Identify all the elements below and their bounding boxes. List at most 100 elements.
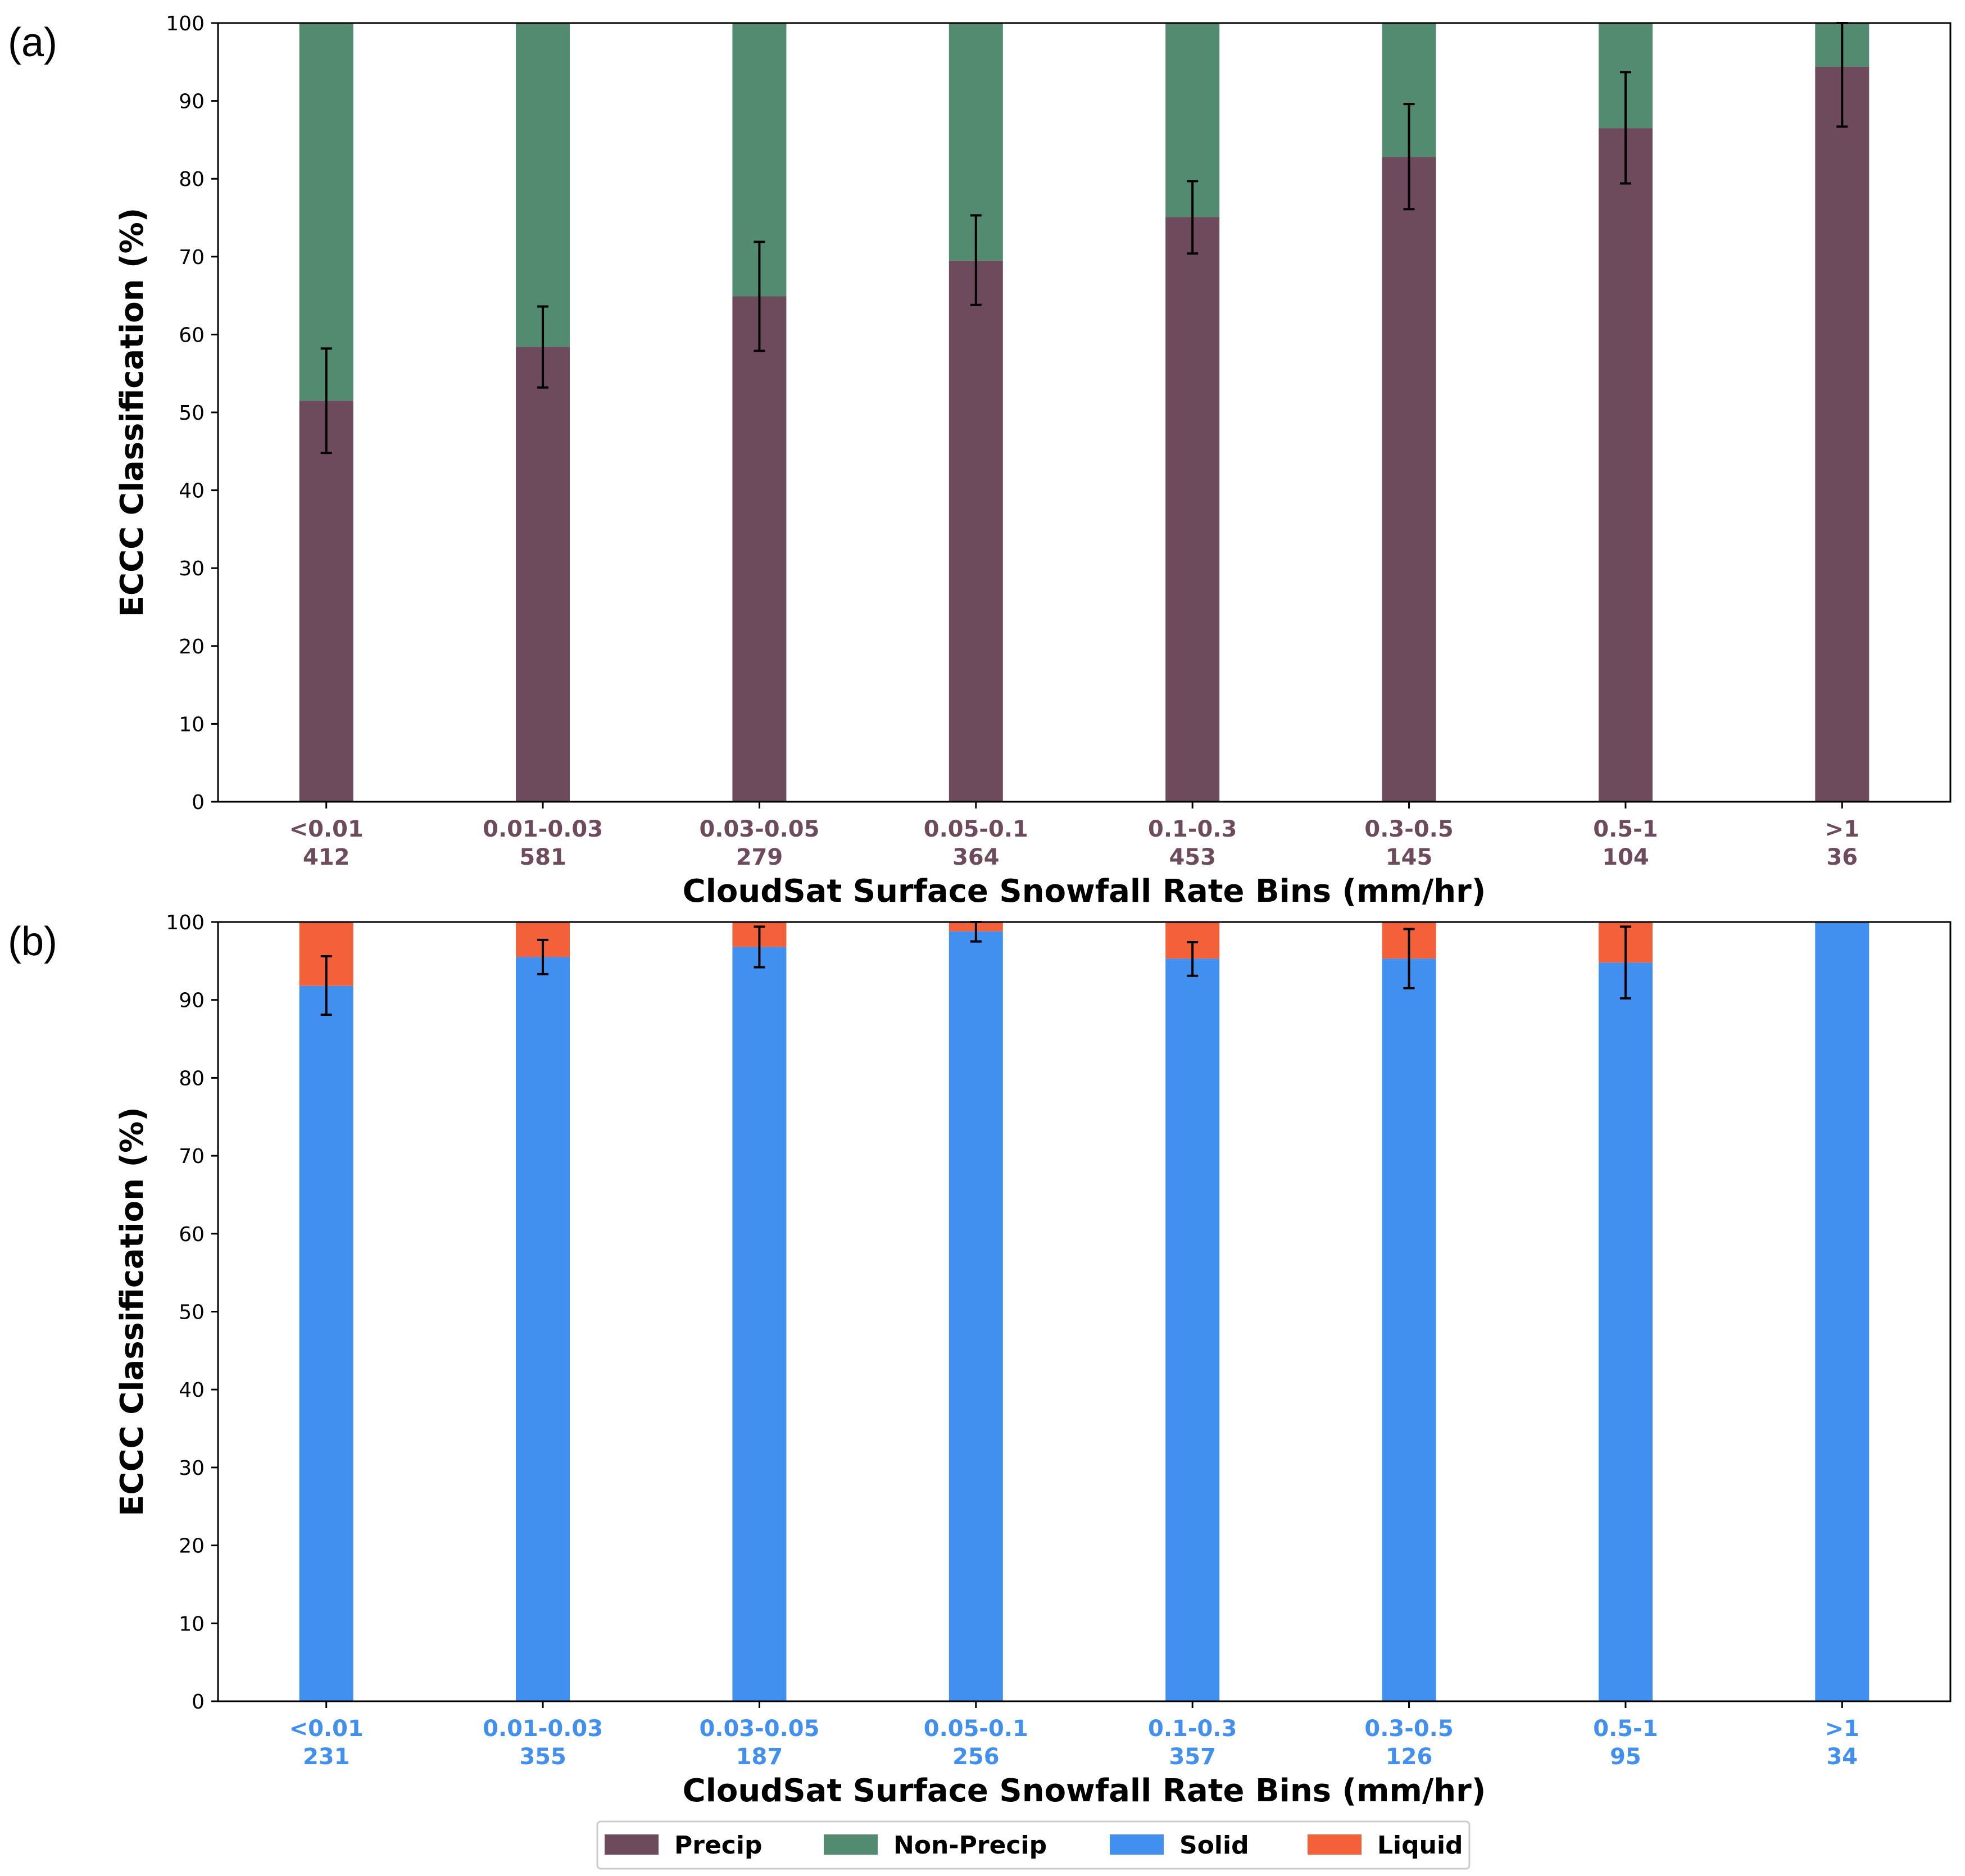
y-tick-label: 40 <box>179 1379 205 1402</box>
y-tick-label: 50 <box>179 1301 205 1324</box>
y-tick-label: 70 <box>179 246 205 269</box>
legend-swatch-liquid <box>1308 1834 1362 1855</box>
x-tick-label: 0.1-0.3 <box>1148 816 1237 842</box>
x-tick-label: <0.01 <box>289 816 364 842</box>
x-tick-label: >1 <box>1825 1716 1859 1742</box>
x-tick-count: 355 <box>519 1744 566 1770</box>
error-bar-5 <box>1403 928 1415 989</box>
legend-label: Liquid <box>1377 1831 1463 1860</box>
x-tick-label: >1 <box>1825 816 1859 842</box>
y-tick-label: 100 <box>166 911 205 934</box>
y-tick-label: 80 <box>179 1067 205 1090</box>
bar-solid-1 <box>516 957 570 1701</box>
error-bar-1 <box>537 938 549 975</box>
y-axis-title: ECCC Classification (%) <box>114 1107 151 1516</box>
error-bar-5 <box>1403 103 1415 211</box>
bar-solid-7 <box>1815 922 1869 1701</box>
legend-swatch-precip <box>605 1834 659 1855</box>
y-tick-label: 20 <box>179 1535 205 1558</box>
y-tick-label: 90 <box>179 90 205 113</box>
x-tick-count: 412 <box>303 844 350 870</box>
x-tick-count: 145 <box>1386 844 1433 870</box>
bar-precip-1 <box>516 347 570 802</box>
x-tick-label: 0.05-0.1 <box>924 1716 1028 1742</box>
y-tick-label: 20 <box>179 635 205 658</box>
x-tick-count: 34 <box>1826 1744 1858 1770</box>
x-tick-count: 453 <box>1169 844 1216 870</box>
x-tick-count: 187 <box>736 1744 783 1770</box>
x-tick-count: 36 <box>1826 844 1858 870</box>
error-bar-4 <box>1187 180 1199 255</box>
y-axis-title: ECCC Classification (%) <box>114 208 151 617</box>
legend-swatch-non-precip <box>824 1834 878 1855</box>
y-tick-label: 30 <box>179 557 205 580</box>
legend-label: Non-Precip <box>893 1831 1047 1860</box>
x-tick-count: 95 <box>1610 1744 1641 1770</box>
bar-solid-3 <box>949 931 1003 1701</box>
x-tick-count: 279 <box>736 844 783 870</box>
bar-non-precip-0 <box>299 23 353 401</box>
legend-label: Precip <box>674 1831 762 1860</box>
y-tick-label: 90 <box>179 989 205 1012</box>
plot-frame <box>217 921 1952 1702</box>
panel-label: (a) <box>8 20 57 65</box>
x-tick-count: 104 <box>1602 844 1649 870</box>
x-tick-label: 0.5-1 <box>1593 816 1658 842</box>
x-tick-label: 0.5-1 <box>1593 1716 1658 1742</box>
y-tick-label: 70 <box>179 1145 205 1168</box>
legend-swatch-solid <box>1110 1834 1164 1855</box>
x-tick-label: 0.03-0.05 <box>699 816 819 842</box>
y-tick-label: 80 <box>179 168 205 191</box>
legend-label: Solid <box>1179 1831 1249 1860</box>
error-bar-0 <box>320 347 332 455</box>
error-bar-1 <box>537 305 549 389</box>
bar-precip-3 <box>949 260 1003 802</box>
bar-precip-2 <box>732 296 787 802</box>
x-tick-label: 0.01-0.03 <box>483 816 603 842</box>
error-bar-4 <box>1187 941 1199 977</box>
x-tick-label: 0.3-0.5 <box>1364 816 1453 842</box>
y-tick-label: 10 <box>179 1612 205 1636</box>
y-tick-label: 60 <box>179 324 205 347</box>
x-tick-count: 231 <box>303 1744 350 1770</box>
x-tick-label: 0.1-0.3 <box>1148 1716 1237 1742</box>
panel-label: (b) <box>8 919 57 964</box>
bar-solid-0 <box>299 985 353 1701</box>
bar-precip-6 <box>1598 128 1653 802</box>
y-tick-label: 30 <box>179 1457 205 1480</box>
y-tick-label: 60 <box>179 1223 205 1246</box>
bar-precip-4 <box>1165 217 1220 802</box>
x-tick-label: 0.01-0.03 <box>483 1716 603 1742</box>
error-bar-3 <box>970 214 982 306</box>
x-axis-title: CloudSat Surface Snowfall Rate Bins (mm/… <box>683 1773 1486 1809</box>
legend-frame <box>596 1820 1471 1870</box>
x-tick-count: 581 <box>519 844 566 870</box>
bar-precip-0 <box>299 401 353 802</box>
x-tick-label: <0.01 <box>289 1716 364 1742</box>
y-tick-label: 0 <box>192 1691 205 1714</box>
bar-precip-7 <box>1815 66 1869 802</box>
legend: Precip Non-Precip Solid Liquid <box>596 1820 1471 1870</box>
bar-solid-2 <box>732 947 787 1701</box>
error-bar-0 <box>320 955 332 1016</box>
bar-solid-4 <box>1165 959 1220 1701</box>
y-tick-label: 50 <box>179 402 205 425</box>
error-bar-2 <box>754 240 765 352</box>
y-tick-label: 10 <box>179 713 205 736</box>
y-tick-label: 0 <box>192 791 205 814</box>
x-tick-count: 364 <box>952 844 1000 870</box>
y-tick-label: 100 <box>166 12 205 35</box>
x-tick-count: 256 <box>952 1744 1000 1770</box>
bar-solid-5 <box>1382 959 1436 1701</box>
x-tick-label: 0.03-0.05 <box>699 1716 819 1742</box>
bar-non-precip-1 <box>516 23 570 347</box>
x-tick-label: 0.05-0.1 <box>924 816 1028 842</box>
plot-frame <box>217 22 1952 803</box>
x-tick-count: 126 <box>1386 1744 1433 1770</box>
x-tick-count: 357 <box>1169 1744 1216 1770</box>
error-bar-6 <box>1619 71 1631 185</box>
bar-precip-5 <box>1382 157 1436 802</box>
error-bar-6 <box>1619 925 1631 1000</box>
